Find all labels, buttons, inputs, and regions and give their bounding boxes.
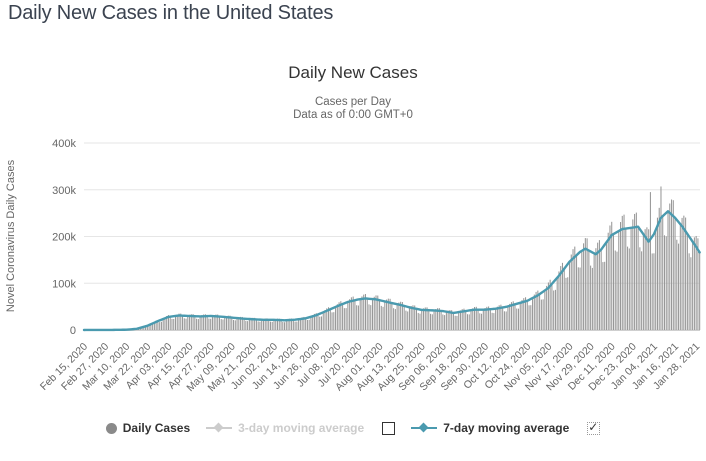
- chart-title: Daily New Cases: [288, 63, 418, 82]
- chart-legend: Daily Cases 3-day moving average 7-day m…: [0, 418, 706, 438]
- page-title: Daily New Cases in the United States: [8, 2, 334, 24]
- chart-subtitle-line2: Data as of 0:00 GMT+0: [293, 109, 413, 121]
- legend-item-3day-avg[interactable]: 3-day moving average: [206, 421, 396, 435]
- y-axis-labels: 0 100k 200k 300k 400k: [52, 138, 76, 337]
- legend-label-daily-cases: Daily Cases: [122, 421, 191, 435]
- svg-text:0: 0: [70, 325, 76, 337]
- line-7day-moving-average[interactable]: [82, 210, 701, 332]
- svg-text:300k: 300k: [52, 185, 76, 197]
- bars-daily-cases[interactable]: [115, 186, 701, 330]
- 3day-avg-checkbox[interactable]: [382, 421, 396, 435]
- legend-item-daily-cases[interactable]: Daily Cases: [105, 421, 191, 435]
- legend-item-7day-avg[interactable]: 7-day moving average ✓: [411, 419, 601, 435]
- 3day-avg-marker-icon: [206, 422, 233, 433]
- svg-text:100k: 100k: [52, 278, 76, 290]
- daily-cases-marker-icon: [105, 422, 117, 434]
- 7day-avg-checkbox[interactable]: ✓: [587, 419, 601, 435]
- 7day-avg-marker-icon: [411, 422, 438, 433]
- svg-text:400k: 400k: [52, 138, 76, 150]
- legend-label-7day-avg: 7-day moving average: [443, 421, 570, 435]
- svg-text:200k: 200k: [52, 232, 76, 244]
- check-icon: ✓: [588, 419, 599, 434]
- chart-subtitle-line1: Cases per Day: [314, 96, 392, 108]
- legend-label-3day-avg: 3-day moving average: [238, 421, 365, 435]
- svg-text:Novel Coronavirus Daily Cases: Novel Coronavirus Daily Cases: [5, 159, 17, 312]
- y-axis-title: Novel Coronavirus Daily Cases: [5, 159, 17, 312]
